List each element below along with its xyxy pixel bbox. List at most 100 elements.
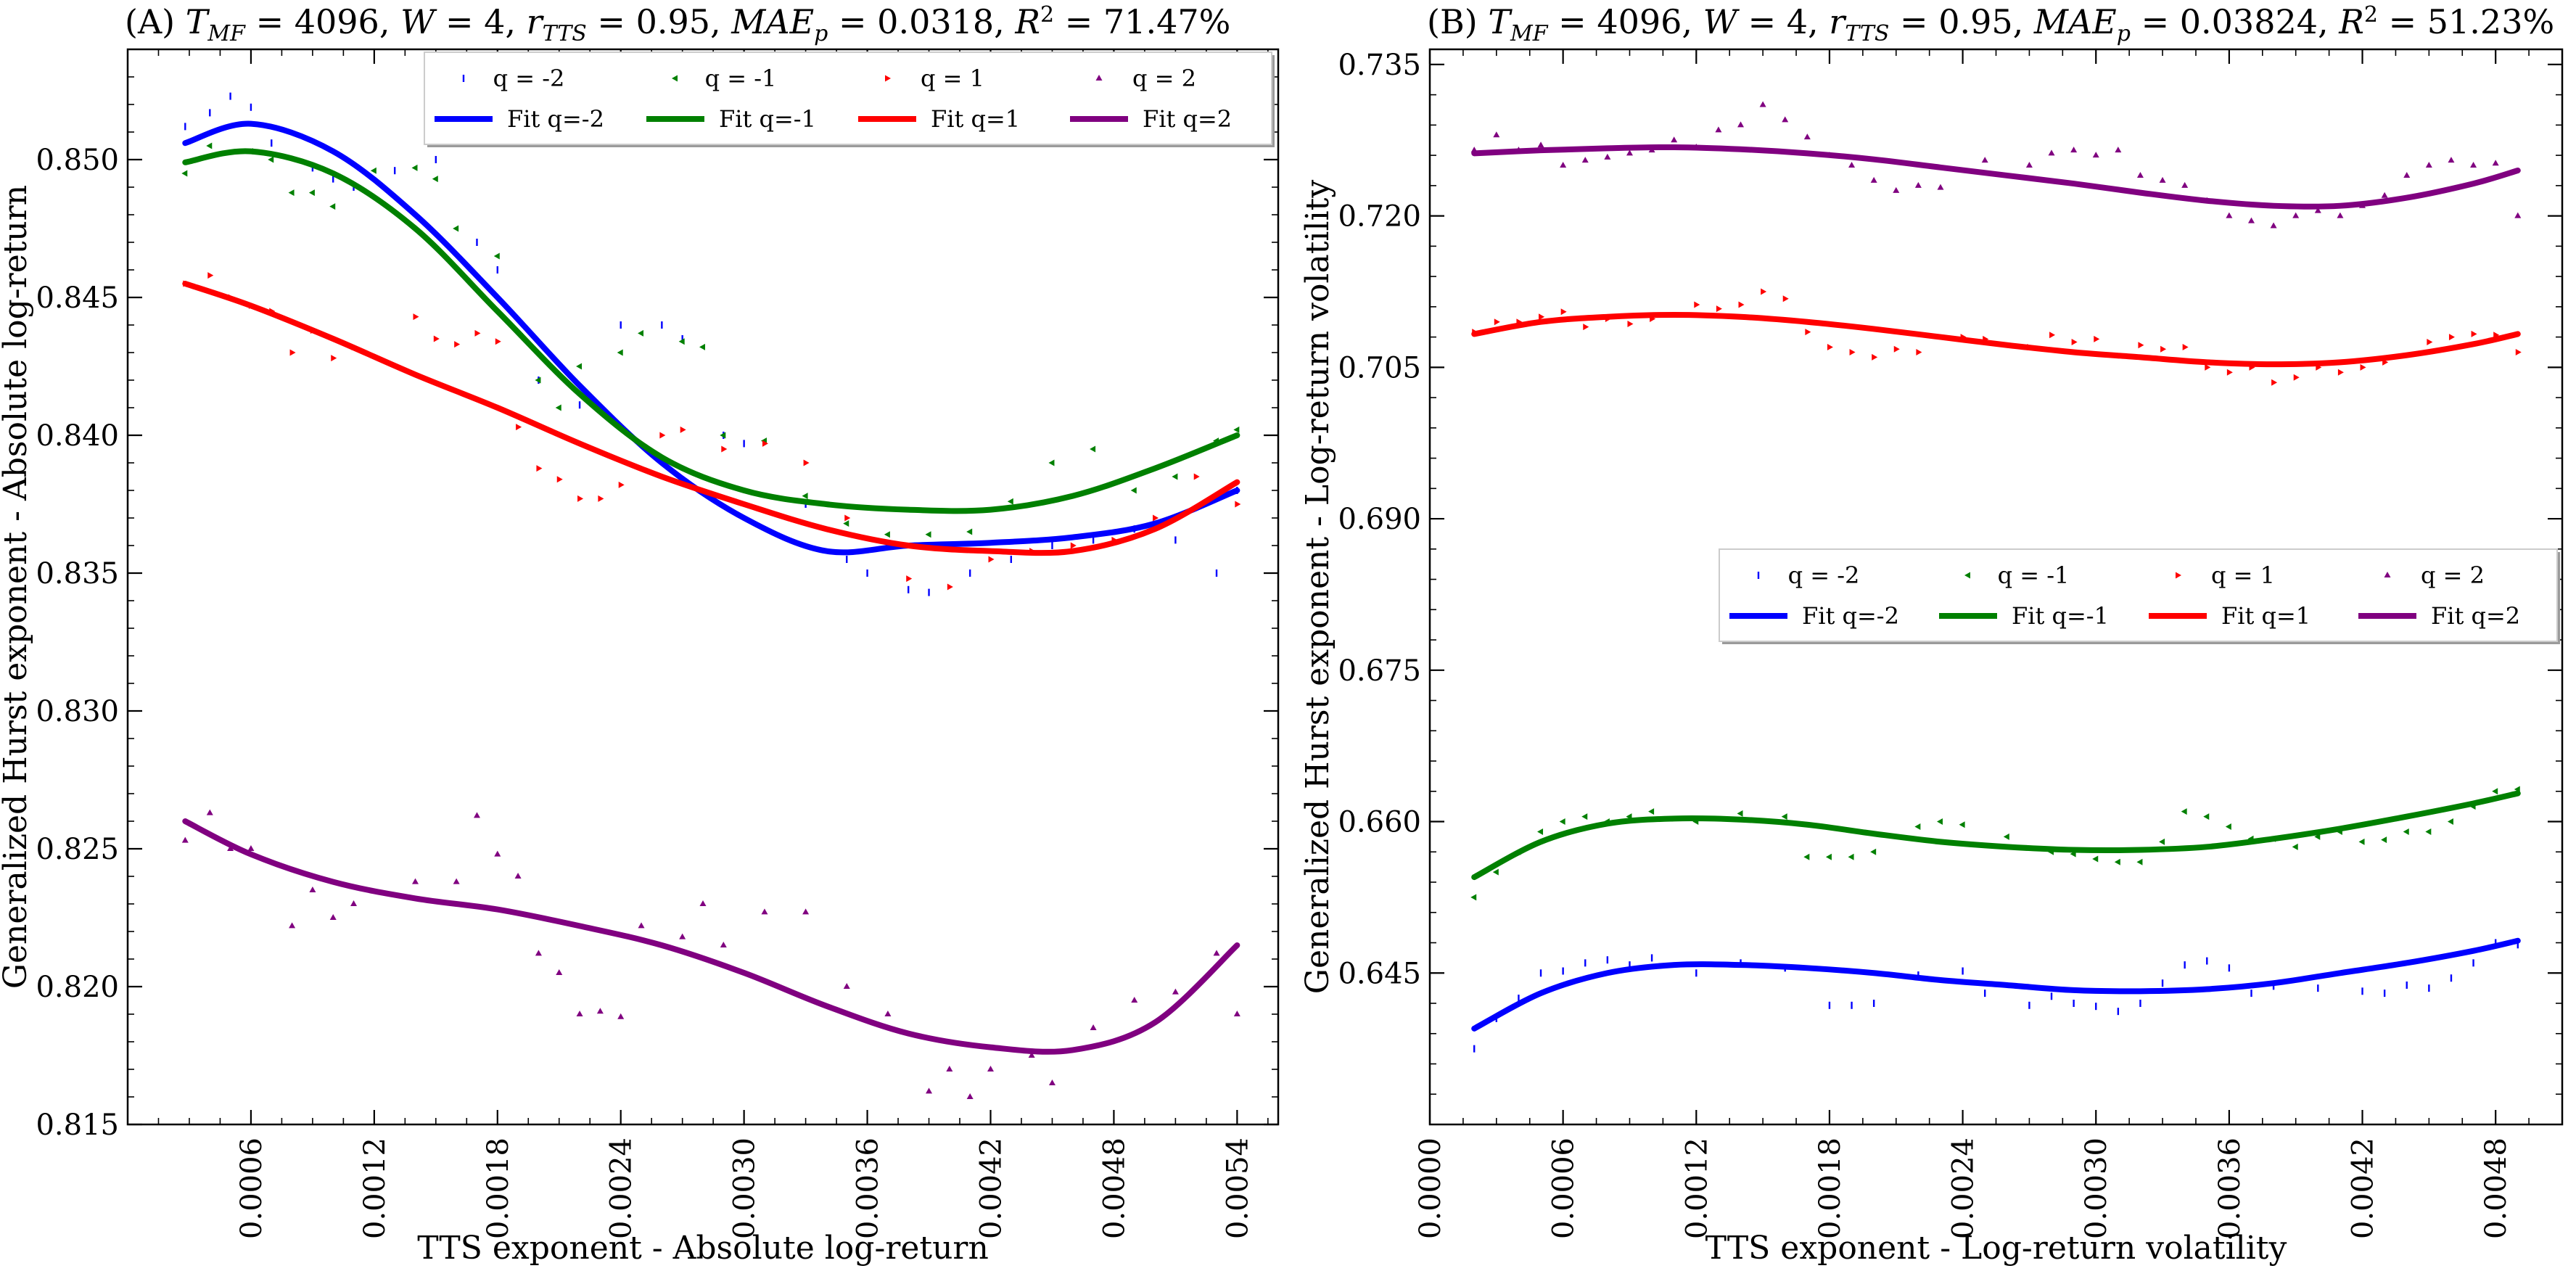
x-tick-label: 0.0024 xyxy=(1947,1138,1980,1239)
data-point xyxy=(1560,308,1567,316)
data-point xyxy=(1849,348,1856,355)
data-point xyxy=(1028,1052,1035,1058)
data-point xyxy=(1893,345,1900,353)
data-point xyxy=(412,878,419,884)
legend-entry-label: q = 2 xyxy=(2421,562,2485,589)
data-point xyxy=(536,465,543,472)
legend-entry-label: q = -2 xyxy=(493,65,565,92)
data-point xyxy=(1070,542,1077,549)
legend-marker xyxy=(1095,75,1103,81)
data-point xyxy=(2159,176,2166,183)
fit-line-fit-q-1 xyxy=(1471,311,2521,368)
data-point xyxy=(987,1066,994,1071)
data-point xyxy=(1494,318,1500,326)
legend-box xyxy=(1719,548,2558,642)
data-point xyxy=(1981,157,1988,163)
data-point xyxy=(1626,149,1633,156)
data-point xyxy=(2403,171,2411,178)
x-tick-label: 0.0024 xyxy=(605,1138,638,1239)
data-point xyxy=(1130,487,1137,494)
data-point xyxy=(2448,157,2455,163)
data-point xyxy=(207,272,214,279)
data-point xyxy=(1916,348,1922,355)
y-tick-label: 0.660 xyxy=(1338,806,1421,839)
data-point xyxy=(514,873,522,879)
data-point xyxy=(454,341,461,348)
data-point xyxy=(2403,828,2409,835)
data-point xyxy=(1959,821,1965,828)
data-point xyxy=(2159,838,2165,845)
data-point xyxy=(925,531,931,538)
data-point xyxy=(577,495,584,502)
data-point xyxy=(2115,147,2122,153)
data-point xyxy=(659,432,666,439)
data-point xyxy=(413,313,419,321)
data-point xyxy=(2092,855,2099,863)
data-point xyxy=(2337,369,2344,376)
scatter-series-q-2 xyxy=(1470,101,2522,229)
data-point xyxy=(1604,153,1611,160)
y-axis-label: Generalized Hurst exponent - Log-return … xyxy=(1299,180,1336,995)
data-point xyxy=(1870,176,1877,183)
data-point xyxy=(1560,162,1567,168)
data-point xyxy=(1782,116,1789,123)
data-point xyxy=(181,836,189,843)
data-point xyxy=(2471,330,2477,337)
data-point xyxy=(1827,344,1833,351)
legend: q = -2 q = -1 q = 1 q = 2 Fit q=-2 Fit q=-1 Fi… xyxy=(1719,548,2560,644)
data-point xyxy=(2247,217,2255,223)
data-point xyxy=(2114,858,2120,865)
data-point xyxy=(2094,335,2100,342)
data-point xyxy=(181,170,188,177)
data-point xyxy=(2492,788,2498,795)
data-point xyxy=(1193,473,1200,480)
data-point xyxy=(1007,498,1013,505)
y-tick-label: 0.735 xyxy=(1338,49,1421,82)
data-point xyxy=(1782,295,1789,303)
data-point xyxy=(2314,833,2321,840)
legend-entry-label: Fit q=-2 xyxy=(507,105,604,133)
chart-title: (A) TMF = 4096, W = 4, rTTS = 0.95, MAEp… xyxy=(125,2,1230,46)
data-point xyxy=(576,363,583,370)
legend-entry-label: q = 1 xyxy=(921,65,984,92)
data-point xyxy=(802,908,810,915)
data-point xyxy=(350,900,358,906)
data-point xyxy=(843,983,850,989)
data-point xyxy=(1694,301,1700,308)
data-point xyxy=(803,459,810,466)
data-point xyxy=(2292,212,2300,218)
y-tick-label: 0.820 xyxy=(36,971,119,1004)
data-point xyxy=(2049,332,2056,339)
scatter-series-q-2 xyxy=(181,809,1240,1099)
x-tick-label: 0.0006 xyxy=(235,1138,268,1239)
legend-marker xyxy=(1964,572,1970,579)
data-point xyxy=(1937,184,1944,190)
data-point xyxy=(2203,813,2210,820)
data-point xyxy=(2515,348,2522,355)
data-point xyxy=(2381,192,2388,198)
data-point xyxy=(699,900,707,906)
data-point xyxy=(289,922,296,929)
data-point xyxy=(802,493,808,500)
data-point xyxy=(1738,301,1745,308)
x-tick-label: 0.0018 xyxy=(482,1138,515,1239)
x-tick-label: 0.0000 xyxy=(1414,1138,1447,1239)
fit-line-fit-q-1 xyxy=(182,281,1240,556)
y-tick-label: 0.825 xyxy=(36,833,119,866)
data-point xyxy=(1048,459,1055,466)
data-point xyxy=(762,440,768,447)
data-point xyxy=(680,426,686,433)
data-point xyxy=(699,343,705,350)
data-point xyxy=(1213,950,1220,956)
data-point xyxy=(596,1008,604,1014)
data-point xyxy=(2381,836,2387,844)
data-point xyxy=(2205,363,2211,371)
data-point xyxy=(2226,369,2233,376)
legend-entry-label: q = 1 xyxy=(2211,562,2275,589)
scatter-series-q-1 xyxy=(1472,288,2522,386)
data-point xyxy=(309,887,316,892)
data-point xyxy=(906,575,913,583)
data-point xyxy=(988,556,995,563)
data-point xyxy=(247,845,255,851)
data-point xyxy=(2270,222,2277,229)
